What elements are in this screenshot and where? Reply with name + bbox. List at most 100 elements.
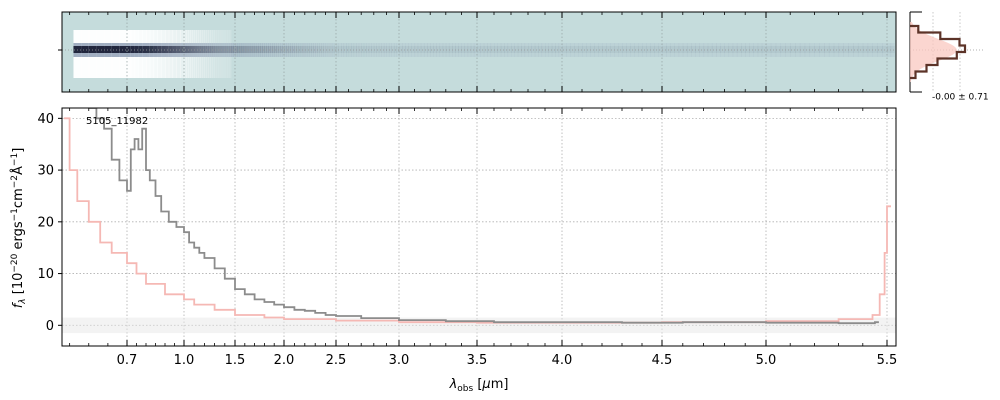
- spectrum-2d-trace-core: [446, 46, 450, 53]
- spectrum-2d-trace-core: [868, 46, 873, 53]
- spectrum-2d-trace-core: [484, 46, 488, 53]
- spectrum-2d-trace-core: [146, 46, 150, 53]
- spectrum-2d-trace-core: [468, 46, 472, 53]
- spectrum-2d-trace-core: [729, 46, 734, 53]
- x-tick-label: 3.0: [389, 353, 410, 368]
- spectrum-2d-trace-core: [630, 46, 635, 53]
- spectrum-2d-trace-core: [810, 46, 815, 53]
- spectrum-2d-trace-core: [662, 46, 667, 53]
- spectrum-2d-trace-core: [89, 46, 97, 53]
- spectrum-2d-trace-core: [687, 46, 692, 53]
- spectrum-2d-trace-core: [455, 46, 459, 53]
- x-tick-label: 1.5: [225, 353, 246, 368]
- spectrum-2d-trace-core: [548, 46, 552, 53]
- spectrum-2d-trace-core: [461, 46, 465, 53]
- spectrum-2d-trace-core: [440, 46, 444, 53]
- spectrum-2d-trace-core: [555, 46, 559, 53]
- spectrum-2d-trace-core: [829, 46, 834, 53]
- spectrum-2d-trace-core: [399, 46, 403, 53]
- spectrum-2d-trace-core: [142, 46, 146, 53]
- spectrum-2d-trace-core: [112, 46, 120, 53]
- spectrum-2d-trace-core: [795, 46, 800, 53]
- spectrum-2d-trace-core: [699, 46, 704, 53]
- spectrum-2d-trace-core: [771, 46, 776, 53]
- spectrum-2d-trace-core: [408, 46, 412, 53]
- spectrum-2d-trace-core: [73, 46, 81, 53]
- spectrum-2d-trace-core: [418, 46, 422, 53]
- spectrum-2d-trace-core: [834, 46, 839, 53]
- spectrum-2d-trace-core: [712, 46, 717, 53]
- x-tick-label: 5.0: [756, 353, 777, 368]
- spectrum-2d-trace-core: [504, 46, 508, 53]
- spectrum-2d-trace-core: [814, 46, 819, 53]
- series-flux-line: [89, 108, 879, 323]
- spectrum-2d-trace-core: [525, 46, 529, 53]
- spectrum-2d-trace-core: [674, 46, 679, 53]
- x-tick-label: 2.5: [326, 353, 347, 368]
- spectrum-2d-trace-core: [766, 46, 771, 53]
- spectrum-2d-trace-core: [538, 46, 542, 53]
- spectrum-2d-trace-core: [618, 46, 623, 53]
- x-tick-label: 2.0: [274, 353, 295, 368]
- spectrum-2d-trace-core: [858, 46, 863, 53]
- spectrum-2d-trace-core: [877, 46, 882, 53]
- spectrum-2d-trace-core: [480, 46, 484, 53]
- spectrum-2d-trace-core: [521, 46, 525, 53]
- spectrum-2d-trace-core: [169, 46, 173, 53]
- spectrum-2d-trace-core: [487, 46, 491, 53]
- x-tick-label: 1.0: [174, 353, 195, 368]
- y-tick-label: 20: [37, 215, 54, 230]
- spectrum-2d-trace-core: [610, 46, 615, 53]
- spectrum-2d-trace-core: [578, 46, 583, 53]
- spectrum-2d-trace-core: [421, 46, 425, 53]
- spectrum-2d-trace-core: [679, 46, 684, 53]
- spectrum-2d-trace-core: [590, 46, 595, 53]
- spectrum-2d-trace-core: [622, 46, 627, 53]
- spectrum-2d-trace-core: [758, 46, 763, 53]
- spectrum-2d-trace-core: [863, 46, 868, 53]
- x-tick-label: 4.0: [552, 353, 573, 368]
- y-tick-labels: 010203040: [37, 112, 54, 334]
- spectrum-2d-trace-core: [745, 46, 750, 53]
- spectrum-2d-trace-core: [494, 46, 498, 53]
- spectrum-2d-trace-core: [154, 46, 158, 53]
- spectrum-2d-trace-core: [545, 46, 549, 53]
- spectrum-2d-trace-core: [427, 46, 431, 53]
- x-tick-label: 0.7: [117, 353, 138, 368]
- x-axis-label: λobs [μm]: [449, 377, 509, 394]
- spectrum-2d-trace-core: [552, 46, 556, 53]
- y-tick-label: 40: [37, 112, 54, 127]
- spectrum-2d-trace-core: [708, 46, 713, 53]
- spectrum-2d-trace-core: [853, 46, 858, 53]
- spectrum-2d-trace-core: [848, 46, 853, 53]
- spectrum-2d-trace-core: [542, 46, 546, 53]
- spectrum-2d-trace-core: [724, 46, 729, 53]
- spectrum-2d-trace-core: [415, 46, 419, 53]
- x-tick-label: 5.5: [877, 353, 898, 368]
- spectrum-2d-trace-core: [650, 46, 655, 53]
- y-tick-label: 30: [37, 164, 54, 179]
- x-tick-label: 4.5: [652, 353, 673, 368]
- spectrum-1d-gridlines: [62, 108, 896, 346]
- spectrum-2d-trace-core: [602, 46, 607, 53]
- spectrum-2d-trace-core: [518, 46, 522, 53]
- zero-band: [62, 318, 896, 334]
- spectrum-2d-trace-core: [691, 46, 696, 53]
- spectrum-2d-trace-core: [582, 46, 587, 53]
- spectrum-2d-trace-core: [443, 46, 447, 53]
- spectrum-2d-trace-core: [805, 46, 810, 53]
- x-tick-labels: 0.7 1.0 1.5 2.0 2.5 3.0 3.5 4.0 4.5 5.0 5.5: [117, 353, 898, 368]
- spectrum-2d-trace-core: [695, 46, 700, 53]
- spectrum-2d-trace-core: [887, 46, 891, 53]
- spectrum-2d-trace-core: [165, 46, 169, 53]
- spectrum-2d-trace-core: [497, 46, 501, 53]
- spectrum-2d-trace-core: [776, 46, 781, 53]
- spectrum-2d-trace-core: [157, 46, 161, 53]
- spectrum-2d-trace-core: [491, 46, 495, 53]
- spectrum-2d-trace-core: [176, 46, 180, 53]
- spectrum-2d-trace-core: [586, 46, 591, 53]
- spectrum-2d-trace-core: [402, 46, 406, 53]
- spectrum-2d-trace-core: [737, 46, 742, 53]
- spectrum-2d-trace-core: [574, 46, 579, 53]
- spectrum-2d-trace-core: [872, 46, 877, 53]
